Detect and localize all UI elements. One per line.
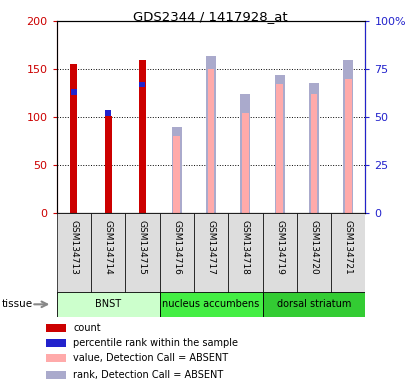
- Text: GSM134716: GSM134716: [172, 220, 181, 275]
- Bar: [57, 292, 160, 317]
- Bar: [275, 75, 285, 213]
- Bar: [240, 94, 250, 213]
- Bar: [310, 94, 318, 213]
- Bar: [276, 84, 283, 213]
- Bar: [206, 56, 216, 213]
- Text: rank, Detection Call = ABSENT: rank, Detection Call = ABSENT: [74, 370, 224, 380]
- Bar: [91, 213, 125, 294]
- Text: nucleus accumbens: nucleus accumbens: [163, 299, 260, 310]
- Text: percentile rank within the sample: percentile rank within the sample: [74, 338, 239, 348]
- Text: GSM134721: GSM134721: [344, 220, 353, 274]
- Bar: [125, 213, 160, 294]
- Bar: [71, 65, 77, 213]
- Text: GSM134713: GSM134713: [69, 220, 79, 275]
- Text: tissue: tissue: [2, 299, 33, 310]
- Text: count: count: [74, 323, 101, 333]
- Text: GSM134717: GSM134717: [207, 220, 215, 275]
- Bar: [57, 213, 91, 294]
- Text: GSM134715: GSM134715: [138, 220, 147, 275]
- Bar: [46, 371, 66, 379]
- Text: dorsal striatum: dorsal striatum: [277, 299, 351, 310]
- Bar: [139, 82, 145, 88]
- Text: BNST: BNST: [95, 299, 121, 310]
- Bar: [309, 83, 319, 213]
- Bar: [46, 323, 66, 332]
- Bar: [160, 292, 262, 317]
- Bar: [160, 213, 194, 294]
- Bar: [343, 60, 353, 213]
- Bar: [262, 213, 297, 294]
- Text: GDS2344 / 1417928_at: GDS2344 / 1417928_at: [133, 10, 287, 23]
- Bar: [242, 113, 249, 213]
- Text: value, Detection Call = ABSENT: value, Detection Call = ABSENT: [74, 353, 228, 364]
- Bar: [105, 116, 112, 213]
- Text: GSM134718: GSM134718: [241, 220, 250, 275]
- Bar: [172, 127, 182, 213]
- Text: GSM134719: GSM134719: [275, 220, 284, 275]
- Bar: [105, 111, 111, 116]
- Bar: [297, 213, 331, 294]
- Bar: [46, 339, 66, 347]
- Bar: [71, 89, 77, 95]
- Bar: [345, 79, 352, 213]
- Bar: [228, 213, 262, 294]
- Bar: [194, 213, 228, 294]
- Bar: [139, 61, 146, 213]
- Bar: [46, 354, 66, 362]
- Bar: [207, 69, 215, 213]
- Bar: [173, 136, 180, 213]
- Text: GSM134714: GSM134714: [104, 220, 113, 274]
- Bar: [262, 292, 365, 317]
- Text: GSM134720: GSM134720: [310, 220, 318, 274]
- Bar: [331, 213, 365, 294]
